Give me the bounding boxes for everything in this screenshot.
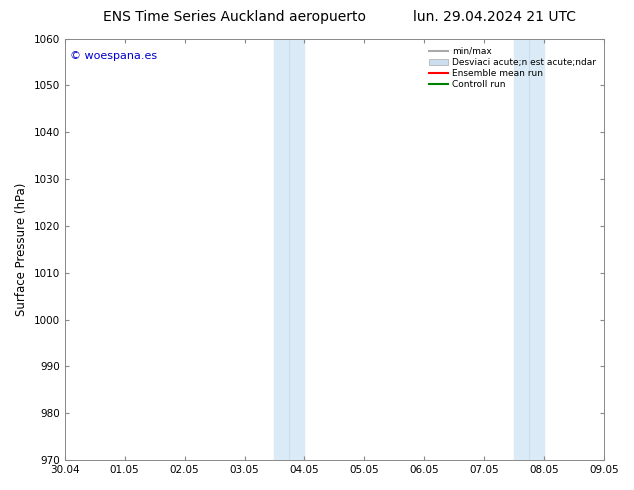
Text: ENS Time Series Auckland aeropuerto: ENS Time Series Auckland aeropuerto xyxy=(103,10,366,24)
Bar xyxy=(275,39,304,460)
Text: © woespana.es: © woespana.es xyxy=(70,51,157,61)
Y-axis label: Surface Pressure (hPa): Surface Pressure (hPa) xyxy=(15,183,28,316)
Text: lun. 29.04.2024 21 UTC: lun. 29.04.2024 21 UTC xyxy=(413,10,576,24)
Legend: min/max, Desviaci acute;n est acute;ndar, Ensemble mean run, Controll run: min/max, Desviaci acute;n est acute;ndar… xyxy=(426,43,600,93)
Bar xyxy=(514,39,544,460)
